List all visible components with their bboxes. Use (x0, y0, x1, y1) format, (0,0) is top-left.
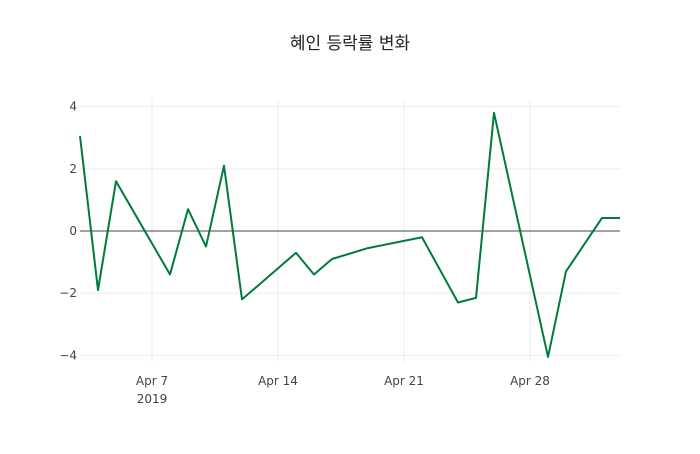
y-tick-label: −4 (59, 348, 77, 362)
x-tick-label: Apr 14 (258, 374, 298, 388)
gridlines (80, 100, 620, 362)
x-tick-label: Apr 7 (136, 374, 168, 388)
y-axis: 4 2 0 −2 −4 (59, 100, 77, 363)
y-tick-label: 2 (69, 162, 77, 176)
x-tick-label: Apr 28 (510, 374, 550, 388)
y-tick-label: 0 (69, 224, 77, 238)
y-tick-label: 4 (69, 100, 77, 114)
series-line (80, 113, 620, 357)
chart-title: 혜인 등락률 변화 (290, 34, 411, 54)
series (80, 113, 620, 357)
x-year-label: 2019 (137, 392, 168, 406)
y-tick-label: −2 (59, 286, 77, 300)
x-tick-label: Apr 21 (384, 374, 424, 388)
x-axis: Apr 7 Apr 14 Apr 21 Apr 28 (136, 374, 550, 388)
